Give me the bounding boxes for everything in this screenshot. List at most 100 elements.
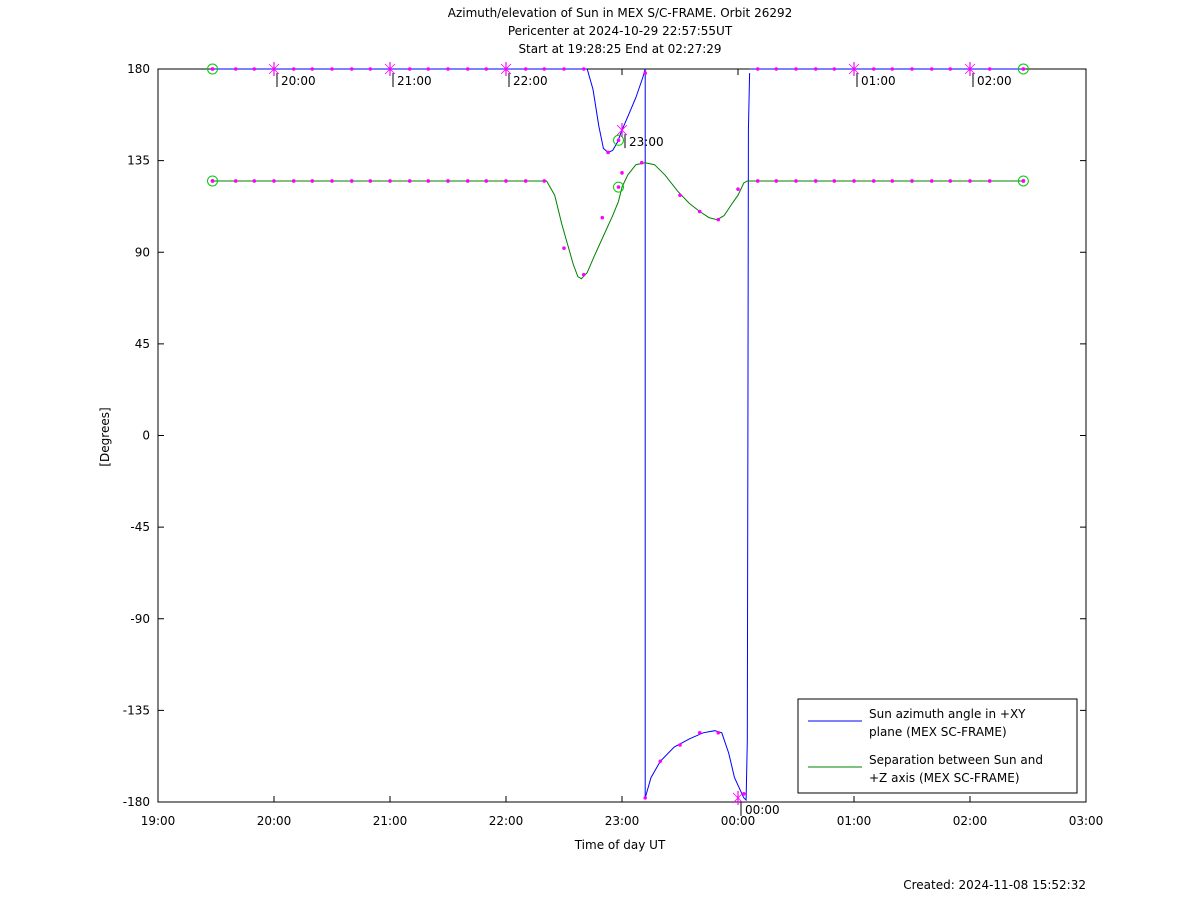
legend-label: +Z axis (MEX SC-FRAME) xyxy=(869,771,1020,785)
hour-marker xyxy=(268,63,280,75)
data-point xyxy=(910,179,914,183)
data-point xyxy=(562,246,566,250)
x-axis-label: Time of day UT xyxy=(574,838,666,852)
data-point xyxy=(581,272,586,277)
series-line-1 xyxy=(644,730,745,799)
y-tick-label: -135 xyxy=(123,703,150,717)
data-point xyxy=(987,179,992,183)
data-point xyxy=(678,193,682,198)
data-point xyxy=(349,179,354,183)
title-line: Start at 19:28:25 End at 02:27:29 xyxy=(518,42,721,56)
data-point xyxy=(233,179,238,183)
event-marker-dot xyxy=(210,67,215,71)
event-marker xyxy=(613,181,625,193)
data-point xyxy=(310,67,315,71)
data-point xyxy=(446,67,450,71)
data-point xyxy=(446,179,450,183)
x-tick-label: 19:00 xyxy=(141,814,176,828)
x-tick-label: 23:00 xyxy=(605,814,640,828)
data-point xyxy=(523,179,528,183)
hour-marker xyxy=(732,792,744,804)
data-point xyxy=(581,67,586,71)
data-point xyxy=(426,67,431,71)
data-point xyxy=(755,67,760,71)
event-marker xyxy=(613,134,625,146)
chart-title: Azimuth/elevation of Sun in MEX S/C-FRAM… xyxy=(448,6,793,56)
y-tick-label: -90 xyxy=(130,612,150,626)
hour-marker xyxy=(500,63,512,75)
event-marker-dot xyxy=(616,138,621,143)
hour-annotation-label: 21:00 xyxy=(397,74,432,88)
hour-annotation-label: 20:00 xyxy=(281,74,316,88)
y-tick-label: 135 xyxy=(127,154,150,168)
data-point xyxy=(407,179,412,183)
data-point xyxy=(310,179,315,183)
hour-annotations: 20:00 21:00 22:00 23:00 00:00 01:00 02:00 xyxy=(268,62,1012,817)
data-point xyxy=(948,179,953,183)
hour-marker xyxy=(848,63,860,75)
y-tick-label: 180 xyxy=(127,62,150,76)
data-point xyxy=(426,179,431,183)
x-tick-label: 03:00 xyxy=(1069,814,1104,828)
data-point xyxy=(832,67,837,71)
data-point xyxy=(484,179,489,183)
x-tick-label: 22:00 xyxy=(489,814,524,828)
data-point xyxy=(678,743,682,747)
data-point xyxy=(929,67,934,71)
plot-series xyxy=(207,63,1029,802)
data-point xyxy=(755,179,760,183)
data-point xyxy=(774,67,779,71)
data-point xyxy=(697,730,702,735)
data-point xyxy=(794,67,798,71)
data-point xyxy=(910,67,914,71)
data-point xyxy=(890,67,895,71)
y-tick-label: -45 xyxy=(130,520,150,534)
data-point xyxy=(890,179,895,183)
event-marker xyxy=(1017,175,1029,187)
data-point xyxy=(600,215,605,220)
data-point xyxy=(330,67,334,71)
created-timestamp: Created: 2024-11-08 15:52:32 xyxy=(903,878,1086,892)
event-marker-dot xyxy=(1021,67,1026,71)
hour-annotation-label: 22:00 xyxy=(513,74,548,88)
event-marker xyxy=(207,175,219,187)
data-point xyxy=(562,67,566,71)
title-line: Azimuth/elevation of Sun in MEX S/C-FRAM… xyxy=(448,6,793,20)
data-point xyxy=(368,67,373,71)
series-line-1 xyxy=(212,68,646,154)
data-point xyxy=(813,179,818,183)
data-point xyxy=(643,796,647,800)
data-point xyxy=(233,67,238,71)
data-point xyxy=(643,71,647,75)
y-tick-label: 0 xyxy=(142,429,150,443)
data-point xyxy=(368,179,373,183)
data-point xyxy=(542,67,547,71)
x-tick-label: 02:00 xyxy=(953,814,988,828)
data-point xyxy=(697,209,702,214)
data-point xyxy=(542,179,547,183)
hour-annotation-label: 23:00 xyxy=(629,135,664,149)
event-marker xyxy=(1017,63,1029,75)
data-point xyxy=(407,67,412,71)
plot-axes: 19:00 20:00 21:00 22:00 23:00 00:00 01:00 02:00… xyxy=(123,62,1104,828)
data-point xyxy=(330,179,334,183)
data-point xyxy=(484,67,489,71)
series-line-1 xyxy=(743,73,751,802)
x-tick-label: 00:00 xyxy=(721,814,756,828)
data-point xyxy=(813,67,818,71)
data-point xyxy=(291,67,296,71)
x-tick-label: 21:00 xyxy=(373,814,408,828)
data-point xyxy=(523,67,528,71)
y-axis-label: [Degrees] xyxy=(98,407,112,466)
data-point xyxy=(349,67,354,71)
event-marker-dot xyxy=(616,185,621,189)
data-point xyxy=(716,730,721,735)
title-line: Pericenter at 2024-10-29 22:57:55UT xyxy=(508,24,733,38)
plot-frame xyxy=(157,68,1087,803)
data-point xyxy=(465,179,470,183)
legend-label: plane (MEX SC-FRAME) xyxy=(869,725,1007,739)
y-tick-label: 90 xyxy=(135,245,150,259)
hour-annotation-label: 01:00 xyxy=(861,74,896,88)
event-marker-dot xyxy=(210,179,215,183)
legend-box xyxy=(797,698,1078,794)
